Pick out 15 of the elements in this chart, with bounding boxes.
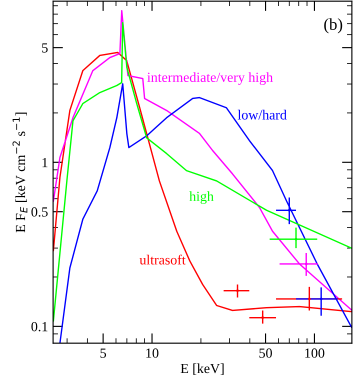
annotation: (b) <box>324 18 342 34</box>
x-tick-label: 50 <box>259 348 272 358</box>
x-tick-label: 5 <box>100 348 106 358</box>
x-tick-label: 100 <box>305 348 324 358</box>
series-label: high <box>189 191 214 204</box>
series-label: low/hard <box>238 110 287 120</box>
y-tick-label: 0.1 <box>31 322 48 332</box>
series-label: intermediate/very high <box>147 72 273 85</box>
y-tick-label: 0.5 <box>31 207 48 217</box>
series-label: ultrasoft <box>140 254 186 265</box>
x-axis-title: E [keV] <box>180 363 224 375</box>
x-tick-label: 10 <box>146 348 158 358</box>
y-tick-label: 1 <box>42 158 48 168</box>
y-axis-title: E F$_{E}$ [keV cm$^{−2}$ s$^{−1}$] <box>12 112 28 232</box>
y-tick-label: 5 <box>42 43 48 53</box>
